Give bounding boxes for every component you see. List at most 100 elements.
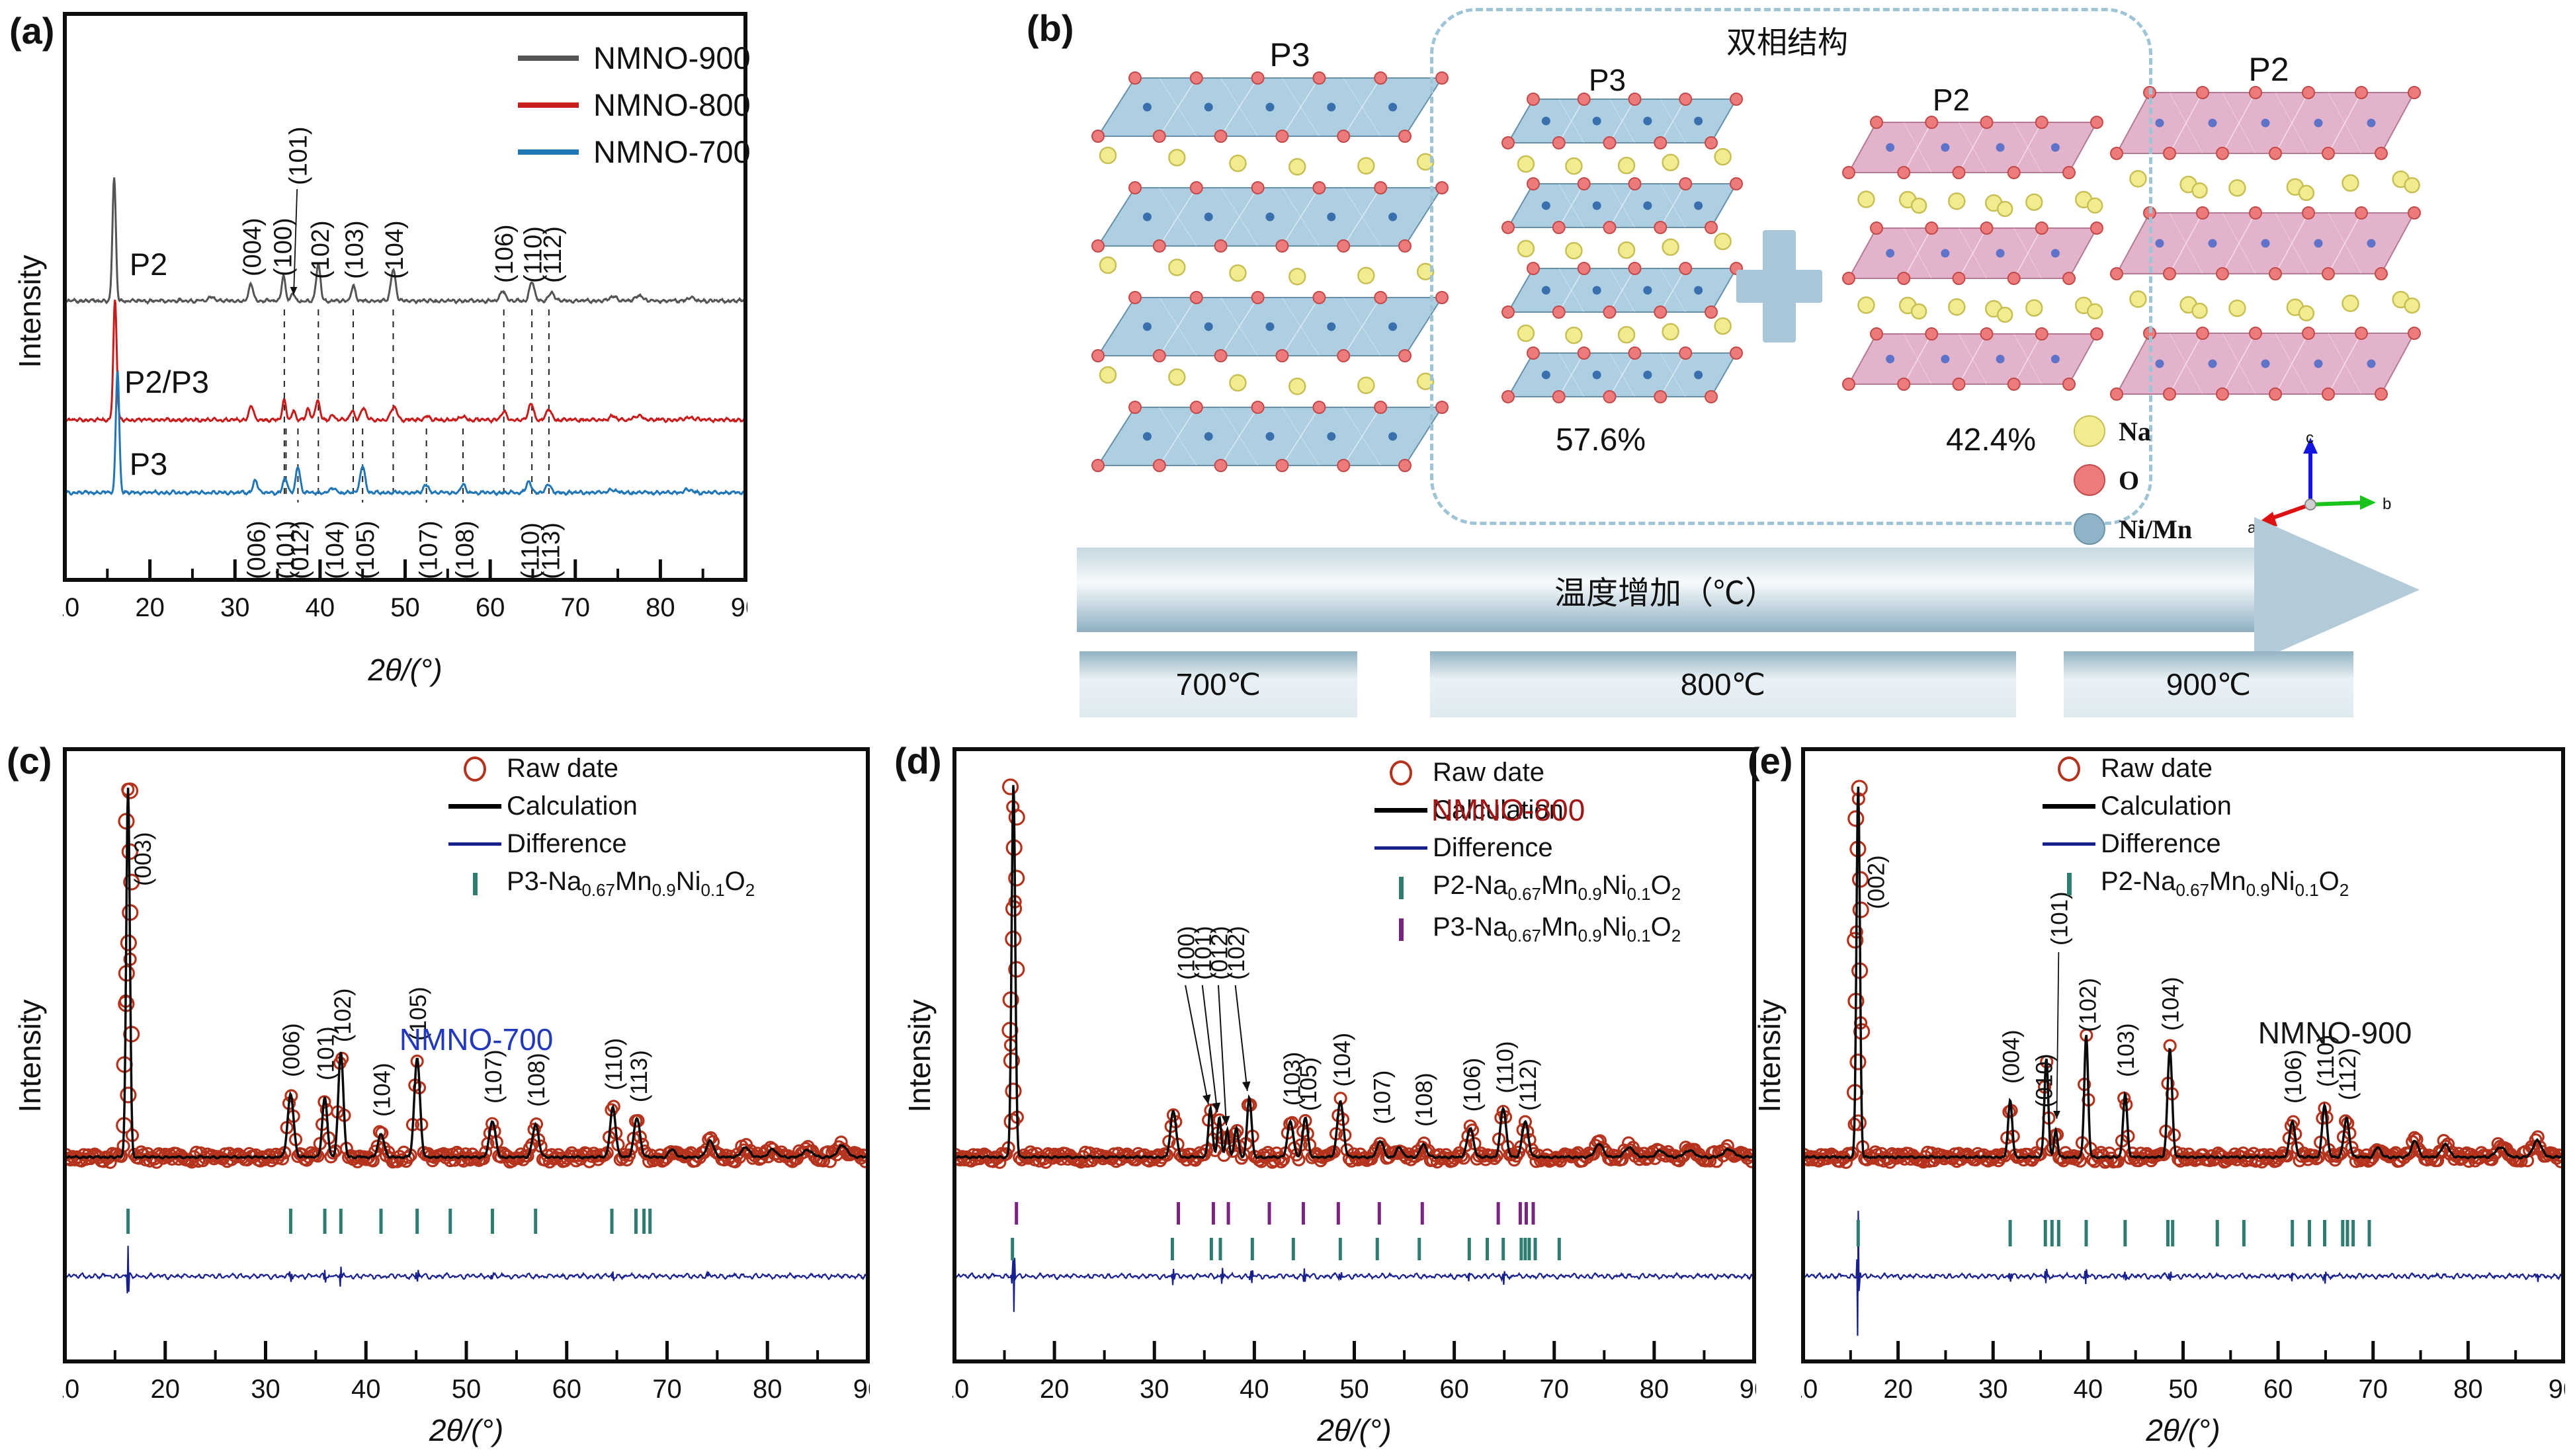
peak-label: (108) <box>1412 1072 1437 1127</box>
temperature-arrow-head <box>2254 517 2420 663</box>
legend-item-phase-p3: P3-Na0.67Mn0.9Ni0.1O2 <box>443 867 755 901</box>
legend-item-diff: Difference <box>443 829 755 859</box>
x-tick-label: 70 <box>652 1375 682 1404</box>
x-tick-label: 70 <box>1540 1375 1570 1404</box>
legend-item-raw: Raw date <box>1369 758 1681 788</box>
raw-data-points <box>63 782 870 1169</box>
structure-p3-1 <box>1501 93 1743 403</box>
dual-phase-box-title: 双相结构 <box>1726 25 1848 60</box>
x-tick-label: 50 <box>452 1375 482 1404</box>
temp-bar-label: 900℃ <box>2166 667 2252 702</box>
x-axis: 10 20 30 40 50 60 70 80 90 <box>63 559 747 622</box>
axes-origin <box>2304 499 2316 510</box>
panel-label-b: (b) <box>1027 7 1074 49</box>
calculation-line-icon <box>2043 804 2095 809</box>
legend-label: Calculation <box>1433 795 1564 825</box>
x-tick-label: 50 <box>390 593 420 622</box>
x-tick-label: 90 <box>2549 1375 2565 1404</box>
atom-legend-na: Na <box>2074 415 2192 447</box>
peak-label: (004) <box>239 218 267 276</box>
rietveld-chart-nmno900: 10 20 30 40 50 60 70 80 90 (002) (004) (010) (101) (1… <box>1801 747 2565 1404</box>
peak-label: (110) <box>520 226 548 283</box>
x-axis-label-d: 2θ/(°) <box>1317 1413 1392 1447</box>
p3-phase-percent: 57.6% <box>1555 423 1646 458</box>
structure-title-p3-box: P3 <box>1588 63 1626 97</box>
raw-data-icon <box>1390 760 1412 786</box>
difference-line-icon <box>2043 842 2095 846</box>
p2-phase-percent: 42.4% <box>1945 423 2037 458</box>
legend-item-raw: Raw date <box>443 754 755 784</box>
structure-title-p2-right: P2 <box>2248 51 2289 88</box>
peak-label: (113) <box>538 522 566 579</box>
legend-label: Raw date <box>2101 754 2213 783</box>
peak-label: (107) <box>1370 1071 1396 1125</box>
sample-label-nmno700: NMNO-700 <box>399 1022 554 1057</box>
dual-phase-dashed-box <box>1430 8 2152 525</box>
b-axis-arrow <box>2310 501 2366 506</box>
bragg-tick-icon <box>472 872 478 895</box>
temp-bar-900: 900℃ <box>2064 651 2353 717</box>
raw-data-icon <box>464 756 486 782</box>
temp-bar-label: 800℃ <box>1680 667 1766 702</box>
legend-panel-a: NMNO-900 NMNO-800 NMNO-700 <box>518 40 751 170</box>
x-tick-label: 10 <box>63 1375 79 1404</box>
trace-Calculation <box>64 788 868 1160</box>
peak-label: (102) <box>2076 978 2101 1032</box>
x-tick-label: 50 <box>2168 1375 2198 1404</box>
panel-label-d: (d) <box>894 740 942 782</box>
x-tick-label: 10 <box>63 593 79 622</box>
legend-label: P2-Na0.67Mn0.9Ni0.1O2 <box>2101 867 2349 900</box>
peak-label: (103) <box>341 220 368 279</box>
b-axis-head <box>2360 495 2376 510</box>
peak-label: (100) <box>1173 926 1199 980</box>
x-tick-label: 10 <box>1801 1375 1818 1404</box>
bragg-tick-row-0 <box>126 1209 652 1234</box>
peak-label: (104) <box>2158 977 2184 1031</box>
x-tick-label: 20 <box>1040 1375 1070 1404</box>
x-tick-label: 60 <box>1439 1375 1469 1404</box>
x-axis: 10 20 30 40 50 60 70 80 90 <box>63 1341 870 1404</box>
trace-tag: P2 <box>130 247 168 282</box>
peak-label: (102) <box>1224 926 1249 980</box>
legend-label: Raw date <box>507 754 618 783</box>
plus-sign-vertical <box>1763 230 1796 343</box>
peak-label: (105) <box>405 987 431 1041</box>
peak-label: (105) <box>1296 1057 1322 1112</box>
atom-legend-nimn: Ni/Mn <box>2074 513 2192 545</box>
x-tick-label: 90 <box>1740 1375 1756 1404</box>
trace-Calculation <box>954 785 1754 1160</box>
x-tick-label: 20 <box>135 593 165 622</box>
peak-label: (110) <box>601 1038 627 1090</box>
peak-label: (010) <box>2032 1054 2058 1108</box>
trace-P3 <box>64 370 746 497</box>
structure-p2-3 <box>2110 86 2421 401</box>
x-tick-label: 80 <box>646 593 675 622</box>
x-tick-label: 30 <box>220 593 250 622</box>
structure-title-p2-box: P2 <box>1932 83 1970 117</box>
trace-tag: P3 <box>130 446 168 481</box>
peak-label: (110) <box>517 522 545 579</box>
legend-panel-c: Raw date Calculation Difference P3-Na0.6… <box>443 754 755 901</box>
x-tick-label: 20 <box>1883 1375 1913 1404</box>
temp-bar-label: 700℃ <box>1175 667 1261 702</box>
peak-label: (003) <box>130 832 156 886</box>
atom-label: Ni/Mn <box>2119 514 2193 544</box>
x-tick-label: 60 <box>2263 1375 2293 1404</box>
difference-line-icon <box>1374 846 1427 850</box>
plot-border <box>63 12 747 582</box>
rietveld-chart-nmno700: 10 20 30 40 50 60 70 80 90 (003) (006) (101)(102) (1… <box>63 747 870 1404</box>
bragg-tick-icon <box>1398 876 1404 899</box>
plot-border <box>1801 747 2565 1363</box>
peak-label: (106) <box>491 224 519 283</box>
leader-line <box>293 188 298 296</box>
legend-item-raw: Raw date <box>2037 754 2349 784</box>
x-axis: 10 20 30 40 50 60 70 80 90 <box>952 1341 1756 1404</box>
difference-curve <box>1802 1211 2563 1336</box>
a-axis-arrow <box>2266 503 2312 522</box>
x-tick-label: 30 <box>1140 1375 1169 1404</box>
x-axis-label-a: 2θ/(°) <box>368 653 443 687</box>
annotation-arrow <box>1201 985 1218 1113</box>
peak-label: (012) <box>1206 926 1232 980</box>
x-tick-label: 10 <box>952 1375 969 1404</box>
